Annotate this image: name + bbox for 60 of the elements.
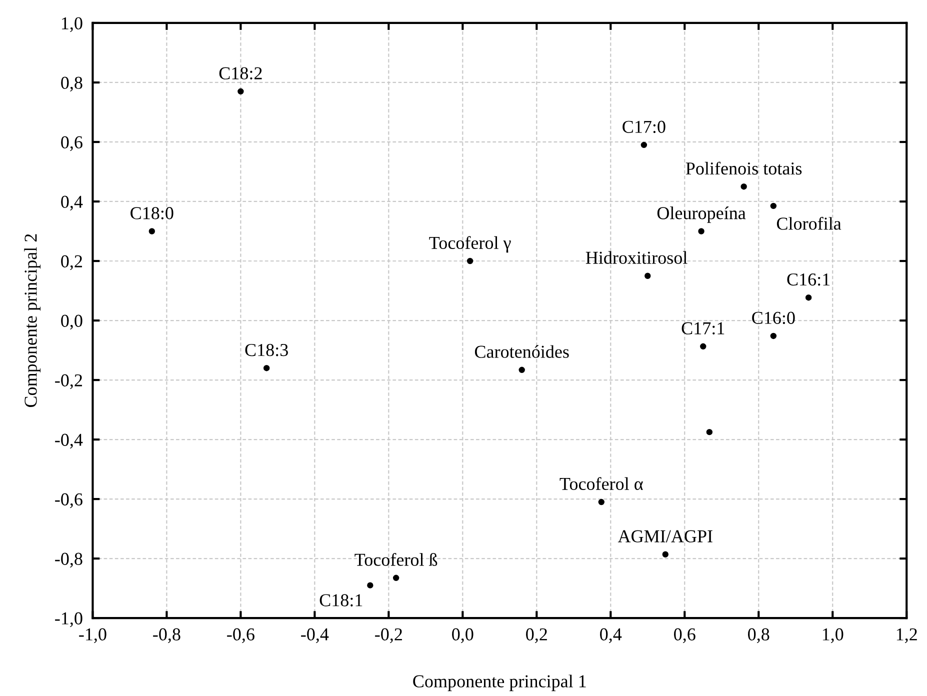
x-tick-label: -1,0 [79, 628, 106, 644]
y-tick-label: 0,2 [61, 255, 82, 270]
annotation: Polifenois totais [686, 162, 802, 175]
x-tick-label: 0,8 [748, 628, 770, 644]
y-tick-label: 1,0 [62, 17, 82, 32]
point [770, 202, 777, 210]
annotation: C16:1 [787, 273, 830, 286]
annotation: C16:0 [752, 312, 795, 324]
x-axis-title: Componente principal 1 [413, 674, 586, 692]
annotation: Clorofila [776, 216, 842, 230]
annotation: C18:0 [130, 207, 174, 220]
point [640, 142, 648, 148]
point [367, 582, 374, 588]
x-tick-label: 0,2 [526, 628, 547, 644]
y-tick-label: -1,0 [55, 612, 82, 628]
annotation: C18:3 [245, 344, 288, 356]
point [700, 343, 706, 350]
y-tick-label: 0,8 [61, 76, 82, 92]
point [706, 428, 713, 436]
x-tick-label: -0,8 [153, 628, 180, 644]
y-tick-label: -0,6 [55, 493, 82, 508]
point [698, 228, 704, 234]
point [392, 574, 400, 581]
x-tick-label: 1,2 [896, 628, 917, 644]
annotation: Carotenóides [474, 345, 569, 358]
annotation: Tocoferol α [560, 477, 643, 490]
annotation: Hidroxitirosol [586, 251, 688, 264]
y-tick-label: -0,2 [55, 374, 82, 390]
y-axis-title: Componente principal 2 [24, 234, 41, 408]
y-tick-label: -0,8 [55, 552, 82, 568]
point [518, 366, 525, 373]
x-tick-label: -0,2 [375, 628, 402, 644]
x-tick-label: 0,0 [452, 628, 474, 644]
point [148, 228, 155, 234]
annotation: C18:2 [219, 67, 262, 80]
point [466, 258, 474, 264]
y-tick-label: 0,4 [61, 196, 83, 211]
y-tick-label: 0,0 [61, 314, 82, 330]
annotation: AGMI/AGPI [618, 530, 712, 542]
x-tick-label: 0,6 [674, 628, 696, 644]
point [238, 88, 244, 95]
annotation: Tocoferol ß [354, 552, 438, 566]
point [770, 332, 777, 340]
x-tick-label: -0,4 [301, 628, 329, 644]
point [644, 272, 651, 279]
x-tick-label: 1,0 [822, 628, 844, 644]
point [662, 551, 668, 558]
annotation: C17:0 [622, 120, 666, 134]
annotation: C18:1 [320, 594, 362, 606]
y-tick-label: 0,6 [61, 136, 82, 152]
annotation: Tocoferol γ [429, 236, 511, 253]
point [740, 184, 747, 190]
x-tick-label: 0,4 [600, 628, 622, 644]
point [598, 498, 604, 506]
annotation: C17:1 [682, 322, 724, 334]
point [263, 365, 270, 372]
x-tick-label: -0,6 [227, 628, 254, 644]
annotation: Oleuropeína [657, 206, 746, 223]
point [805, 294, 812, 301]
y-tick-label: -0,4 [55, 434, 83, 449]
